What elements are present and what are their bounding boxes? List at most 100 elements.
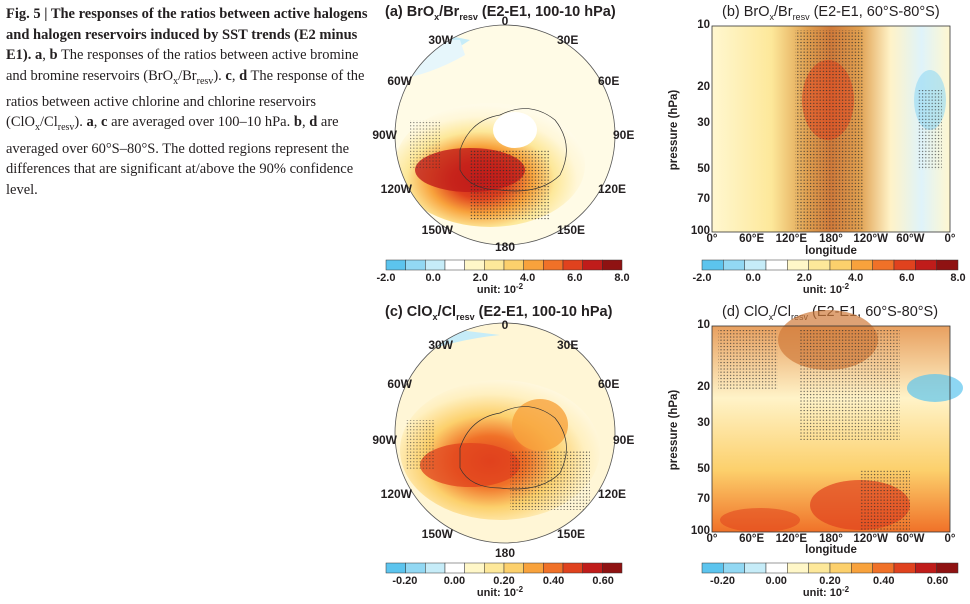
panel-d-ylabel: pressure (hPa) [668, 389, 680, 471]
colorbar-unit: unit: 10-2 [803, 585, 850, 599]
colorbar-tick-label: 0.20 [493, 575, 514, 587]
colorbar-swatch [787, 562, 809, 574]
x-tick-label: 120°E [775, 533, 808, 545]
y-tick-label: 50 [697, 162, 710, 175]
colorbar-tick-label: -0.20 [710, 575, 735, 587]
polar-a-label-tr: 30E [557, 33, 579, 47]
colorbar-tick-label: 0.60 [927, 575, 948, 587]
panel-b-ylabel: pressure (hPa) [668, 89, 680, 171]
x-tick-label: 60°E [739, 233, 765, 245]
colorbar-tick-label: -2.0 [693, 272, 712, 284]
colorbar-tick-label: 0.0 [746, 272, 761, 284]
panel-c-title: (c) ClOx/Clresv (E2-E1, 100-10 hPa) [385, 304, 613, 322]
polar-c-label-bl: 150W [421, 527, 453, 541]
colorbar-tick-label: 0.40 [873, 575, 894, 587]
polar-c-label-tr: 30E [557, 338, 579, 352]
colorbar-swatch [829, 562, 852, 574]
caption-seg: resv [196, 75, 214, 87]
polar-c-label-l2: 90W [372, 433, 397, 447]
caption-seg: x [173, 75, 179, 87]
x-tick-label: 0° [706, 233, 718, 245]
y-tick-label: 10 [697, 319, 710, 331]
caption-seg: resv [57, 122, 75, 134]
polar-c-label-bottom: 180 [494, 546, 516, 560]
caption-seg: are averaged over 100–10 hPa. [107, 114, 294, 131]
y-tick-label: 50 [697, 462, 710, 475]
y-tick-label: 70 [697, 193, 710, 206]
polar-c-label-top: 0 [501, 318, 509, 332]
x-tick-label: 0° [944, 233, 956, 245]
polar-a-label-br: 150E [557, 223, 586, 237]
x-tick-label: 120°W [853, 233, 888, 245]
colorbar-swatch [936, 259, 959, 271]
panel-b-xlabel: longitude [805, 245, 857, 257]
x-tick-label: 0° [944, 533, 956, 545]
caption-seg: The response of the ratios between activ… [6, 67, 365, 131]
polar-c-label-br: 150E [557, 527, 586, 541]
caption-seg: c [101, 114, 108, 131]
caption-seg: x [35, 122, 40, 134]
colorbar-tick-label: 0.00 [444, 575, 465, 587]
y-tick-label: 10 [697, 19, 710, 31]
colorbar-swatch [723, 562, 745, 574]
colorbar-swatch [851, 562, 873, 574]
polar-a-label-l3: 120W [380, 182, 412, 196]
caption-seg: The responses of the ratios between acti… [6, 47, 359, 84]
x-tick-label: 180° [819, 533, 843, 545]
x-tick-label: 120°E [775, 233, 808, 245]
colorbar-tick-label: 0.0 [426, 272, 441, 284]
colorbar-unit: unit: 10-2 [477, 282, 524, 296]
colorbar-tick-label: 2.0 [473, 272, 488, 284]
colorbar-tick-label: 0.60 [592, 575, 613, 587]
y-tick-label: 30 [697, 417, 710, 430]
caption-seg: a [86, 114, 94, 131]
polar-c-label-r1: 60E [598, 377, 620, 391]
polar-c-label-tl: 30W [428, 338, 453, 352]
colorbar-unit: unit: 10-2 [803, 282, 850, 296]
colorbar-tick-label: 8.0 [950, 272, 965, 284]
colorbar-tick-label: 6.0 [899, 272, 914, 284]
colorbar-tick-label: -0.20 [392, 575, 417, 587]
polar-c-label-l3: 120W [380, 487, 412, 501]
caption-seg: , [93, 114, 101, 131]
colorbar-tick-label: 6.0 [567, 272, 582, 284]
x-tick-label: 60°E [739, 533, 765, 545]
panel-a-title: (a) BrOx/Brresv (E2-E1, 100-10 hPa) [385, 4, 616, 22]
caption-seg: , [42, 47, 50, 63]
colorbar-swatch [765, 562, 788, 574]
x-tick-label: 180° [819, 233, 843, 245]
y-tick-label: 70 [697, 493, 710, 506]
colorbar-swatch [602, 562, 623, 574]
colorbar-tick-label: 4.0 [520, 272, 535, 284]
y-tick-label: 20 [697, 80, 710, 93]
caption-seg: , [301, 114, 310, 131]
colorbar-swatch [915, 562, 937, 574]
caption-seg: d [309, 114, 318, 131]
y-tick-label: 30 [697, 117, 710, 130]
panel-d-xlabel: longitude [805, 544, 857, 556]
caption-body: a, b The responses of the ratios between… [6, 47, 364, 198]
polar-a-label-bottom: 180 [494, 240, 516, 254]
polar-a-label-bl: 150W [421, 223, 453, 237]
caption-seg: are averaged over 60°S–80°S. The dotted … [6, 114, 354, 198]
x-tick-label: 60°W [896, 233, 925, 245]
caption-seg: c [225, 67, 232, 84]
caption-seg: d [239, 67, 248, 84]
polar-a-label-tl: 30W [428, 33, 453, 47]
caption-seg: , [231, 67, 240, 84]
caption-seg: b [49, 47, 58, 63]
polar-a-label-r2: 90E [613, 128, 635, 142]
polar-c-label-l1: 60W [387, 377, 412, 391]
polar-a-label-top: 0 [501, 14, 509, 28]
figure-caption: Fig. 5 | The responses of the ratios bet… [6, 4, 368, 200]
polar-a-label-r1: 60E [598, 74, 620, 88]
x-tick-label: 60°W [896, 533, 925, 545]
caption-seg: /Cl [40, 114, 58, 131]
